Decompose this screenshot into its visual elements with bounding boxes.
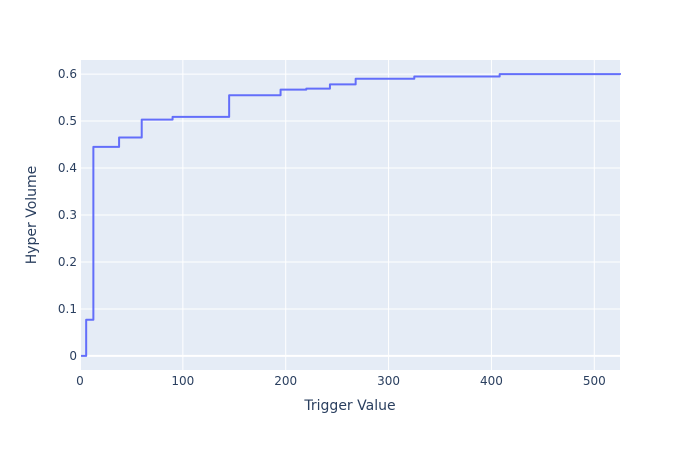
x-tick-label: 400 — [480, 374, 503, 388]
x-tick-label: 500 — [583, 374, 606, 388]
y-tick-label: 0.1 — [58, 302, 77, 316]
y-tick-label: 0.5 — [58, 114, 77, 128]
series-line — [81, 73, 621, 357]
x-axis-title: Trigger Value — [303, 398, 395, 414]
grid-lines — [79, 60, 620, 370]
x-tick-label: 200 — [274, 374, 297, 388]
x-axis-ticks: 0 100 200 300 400 500 — [76, 374, 606, 388]
x-tick-label: 100 — [171, 374, 194, 388]
y-axis-ticks: 0 0.1 0.2 0.3 0.4 0.5 0.6 — [58, 67, 77, 363]
y-tick-label: 0.3 — [58, 208, 77, 222]
y-tick-label: 0 — [69, 349, 77, 363]
y-axis-title: Hyper Volume — [24, 166, 40, 265]
y-tick-label: 0.6 — [58, 67, 77, 81]
y-tick-label: 0.2 — [58, 255, 77, 269]
x-tick-label: 0 — [76, 374, 84, 388]
series-layer — [81, 73, 621, 357]
x-tick-label: 300 — [377, 374, 400, 388]
y-tick-label: 0.4 — [58, 161, 77, 175]
